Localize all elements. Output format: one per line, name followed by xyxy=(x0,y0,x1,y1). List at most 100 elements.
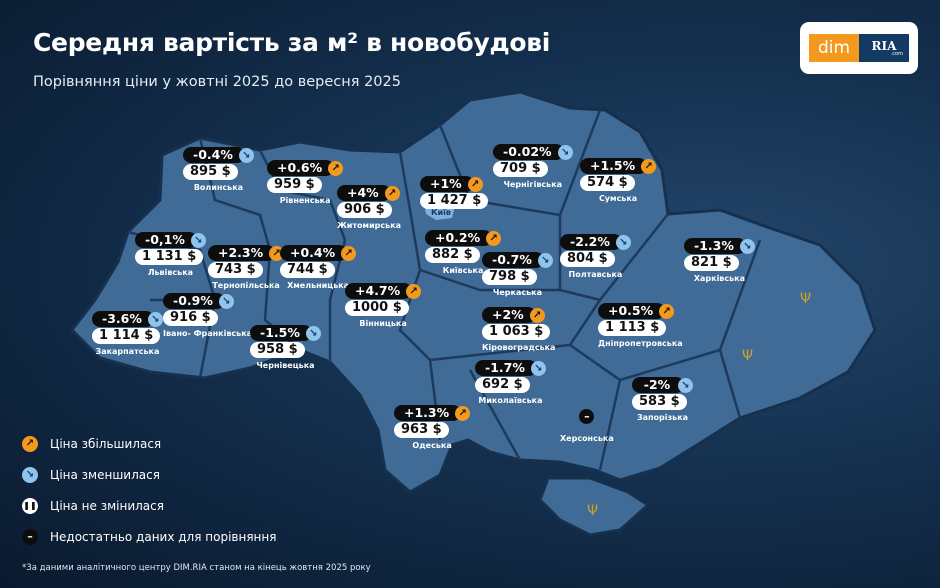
region-name: Тернопільська xyxy=(212,281,280,290)
arrow-down-right-icon: ↘ xyxy=(557,144,573,160)
region-name: Івано- Франківська xyxy=(163,329,253,338)
change-row: +4% ↗ xyxy=(337,185,400,201)
region-card: +2.3% ↗ 743 $ Тернопільська xyxy=(208,245,285,290)
change-row: -1.7% ↘ xyxy=(475,360,546,376)
change-row: +0.5% ↗ xyxy=(598,303,675,319)
change-row: +2.3% ↗ xyxy=(208,245,285,261)
change-value: +0.4% xyxy=(280,245,348,261)
arrow-up-right-icon: ↗ xyxy=(328,160,344,176)
price-value: 959 $ xyxy=(267,177,322,193)
region-name: Одеська xyxy=(412,441,452,450)
arrow-up-right-icon: ↗ xyxy=(406,283,422,299)
region-card: -0.02% ↘ 709 $ Чернігівська xyxy=(493,144,573,189)
region-card: +0.6% ↗ 959 $ Рівненська xyxy=(267,160,344,205)
logo-dim: dim xyxy=(809,34,859,62)
change-row: -0.4% ↘ xyxy=(183,147,254,163)
price-value: 1 113 $ xyxy=(598,320,667,336)
arrow-down-right-icon: ↘ xyxy=(22,466,38,483)
arrow-down-right-icon: ↘ xyxy=(537,252,553,268)
arrow-up-right-icon: ↗ xyxy=(22,435,38,452)
change-row: -3.6% ↘ xyxy=(92,311,163,327)
change-value: -0.7% xyxy=(482,252,544,268)
change-value: +4% xyxy=(337,185,391,201)
price-value: 1 131 $ xyxy=(135,249,204,265)
region-name: Київська xyxy=(442,266,484,275)
region-card: +1% ↗ 1 427 $ xyxy=(420,176,489,209)
crimea xyxy=(538,476,651,537)
region-card: -3.6% ↘ 1 114 $ Закарпатська xyxy=(92,311,163,356)
region-name: Хмельницька xyxy=(287,281,350,290)
price-value: 743 $ xyxy=(208,262,263,278)
legend-label: Ціна зменшилася xyxy=(50,467,160,482)
logo-com-text: .com xyxy=(890,50,903,57)
region-name: Львівська xyxy=(147,268,194,277)
change-value: -1.7% xyxy=(475,360,537,376)
legend-item-decrease: ↘ Ціна зменшилася xyxy=(22,459,276,490)
price-value: 583 $ xyxy=(632,394,687,410)
arrow-up-right-icon: ↗ xyxy=(341,245,357,261)
arrow-up-right-icon: ↗ xyxy=(467,176,483,192)
change-row: +1% ↗ xyxy=(420,176,483,192)
price-value: 882 $ xyxy=(425,247,480,263)
change-value: +1.5% xyxy=(580,158,648,174)
minus-icon: – xyxy=(579,409,595,424)
change-value: +1% xyxy=(420,176,474,192)
region-name: Кіровоградська xyxy=(482,343,556,352)
legend-label: Ціна збільшилася xyxy=(50,436,162,451)
legend-item-increase: ↗ Ціна збільшилася xyxy=(22,428,276,459)
legend-item-no-data: – Недостатньо даних для порівняння xyxy=(22,521,276,552)
arrow-up-right-icon: ↗ xyxy=(641,158,657,174)
price-value: 574 $ xyxy=(580,175,635,191)
change-value: -1.5% xyxy=(250,325,312,341)
pause-icon: ❚❚ xyxy=(22,497,38,514)
region-name: Чернігівська xyxy=(503,180,563,189)
arrow-up-right-icon: ↗ xyxy=(384,185,400,201)
region-name: Миколаївська xyxy=(478,396,543,405)
svg-text:Ψ: Ψ xyxy=(800,291,811,307)
region-card: +4% ↗ 906 $ Житомирська xyxy=(337,185,401,230)
region-name: Житомирська xyxy=(337,221,402,230)
price-value: 1000 $ xyxy=(345,300,409,316)
region-kherson: – Херсонська xyxy=(560,409,614,443)
change-value: +2.3% xyxy=(208,245,276,261)
price-value: 798 $ xyxy=(482,269,537,285)
change-row: +1.3% ↗ xyxy=(394,405,471,421)
region-card: +0.2% ↗ 882 $ Київська xyxy=(425,230,502,275)
legend-label: Ціна не змінилася xyxy=(50,498,164,513)
arrow-down-right-icon: ↘ xyxy=(305,325,321,341)
svg-text:Ψ: Ψ xyxy=(587,503,598,519)
arrow-up-right-icon: ↗ xyxy=(455,405,471,421)
region-name: Чернівецька xyxy=(256,361,315,370)
change-row: +0.2% ↗ xyxy=(425,230,502,246)
legend-item-unchanged: ❚❚ Ціна не змінилася xyxy=(22,490,276,521)
region-card: -2.2% ↘ 804 $ Полтавська xyxy=(560,234,631,279)
dim-ria-logo: dim RIA .com xyxy=(800,22,918,74)
logo-ria: RIA .com xyxy=(859,34,909,62)
legend: ↗ Ціна збільшилася ↘ Ціна зменшилася ❚❚ Цін… xyxy=(22,428,276,552)
price-value: 1 114 $ xyxy=(92,328,161,344)
region-borders xyxy=(127,109,762,471)
region-card: -0.4% ↘ 895 $ Волинська xyxy=(183,147,254,192)
change-value: +1.3% xyxy=(394,405,462,421)
region-card: -0,1% ↘ 1 131 $ Львівська xyxy=(135,232,206,277)
price-value: 709 $ xyxy=(493,161,548,177)
arrow-down-right-icon: ↘ xyxy=(739,238,755,254)
region-card: +4.7% ↗ 1000 $ Вінницька xyxy=(345,283,422,328)
change-value: -1.3% xyxy=(684,238,746,254)
page-title: Середня вартість за м² в новобудові xyxy=(33,28,551,57)
change-row: -2% ↘ xyxy=(632,377,693,393)
change-row: -0.9% ↘ xyxy=(163,293,234,309)
region-name: Дніпропетровська xyxy=(598,339,683,348)
region-card: -1.5% ↘ 958 $ Чернівецька xyxy=(250,325,321,370)
region-card: -1.3% ↘ 821 $ Харківська xyxy=(684,238,755,283)
change-value: +0.5% xyxy=(598,303,666,319)
arrow-down-right-icon: ↘ xyxy=(190,232,206,248)
region-name: Херсонська xyxy=(560,434,614,443)
price-value: 744 $ xyxy=(280,262,335,278)
price-value: 958 $ xyxy=(250,342,305,358)
arrow-up-right-icon: ↗ xyxy=(659,303,675,319)
page-subtitle: Порівняння ціни у жовтні 2025 до вересня… xyxy=(33,74,401,90)
arrow-down-right-icon: ↘ xyxy=(615,234,631,250)
region-name: Запорізька xyxy=(636,413,689,422)
region-card: +2% ↗ 1 063 $ Кіровоградська xyxy=(482,307,555,352)
